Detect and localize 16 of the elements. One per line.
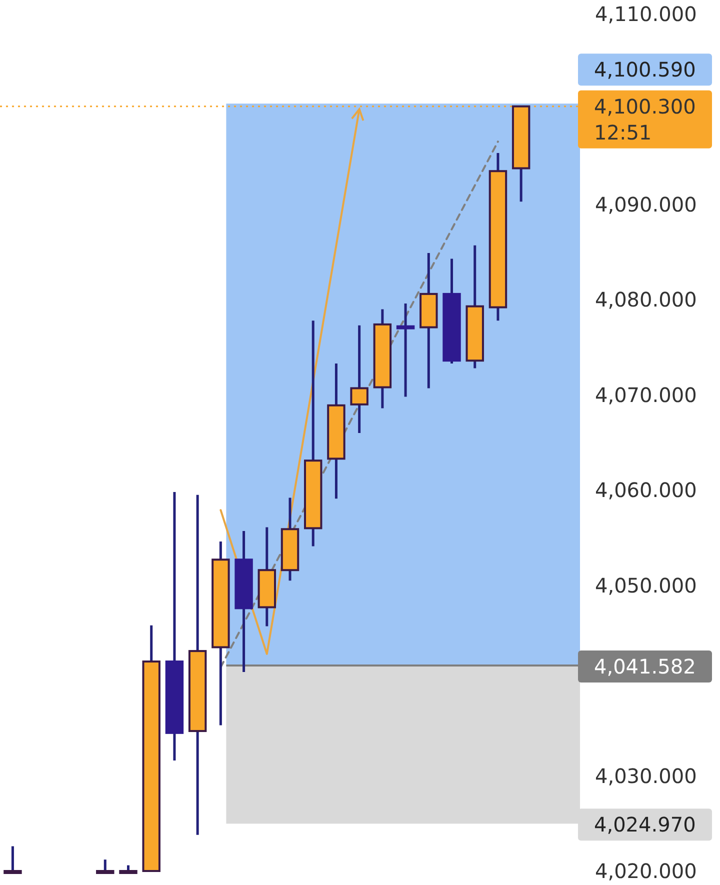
- y-tick-label: 4,110.000: [595, 2, 697, 26]
- y-tick-label: 4,060.000: [595, 478, 697, 502]
- y-tick-label: 4,050.000: [595, 573, 697, 598]
- band-label: 4,024.970: [594, 812, 696, 837]
- y-tick-label: 4,020.000: [595, 859, 697, 883]
- candlestick: [396, 302, 415, 398]
- candlestick: [96, 858, 114, 874]
- candlestick: [4, 844, 22, 874]
- band-label: 4,100.590: [594, 58, 696, 82]
- y-tick-label: 4,030.000: [595, 764, 697, 788]
- ref-line-label: 4,100.300 12:51: [594, 94, 696, 144]
- y-tick-label: 4,080.000: [595, 288, 697, 312]
- y-tick-label: 4,090.000: [595, 192, 697, 216]
- ref-line-label: 4,041.582: [594, 654, 696, 678]
- y-tick-label: 4,070.000: [595, 382, 697, 407]
- candlestick: [350, 324, 368, 434]
